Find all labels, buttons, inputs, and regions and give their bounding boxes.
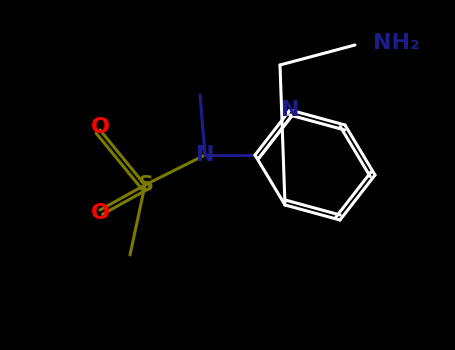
Text: S: S xyxy=(137,175,153,195)
Text: N: N xyxy=(196,145,214,165)
Text: NH₂: NH₂ xyxy=(373,33,420,53)
Text: O: O xyxy=(91,203,110,223)
Text: O: O xyxy=(91,117,110,137)
Text: N: N xyxy=(281,100,299,120)
